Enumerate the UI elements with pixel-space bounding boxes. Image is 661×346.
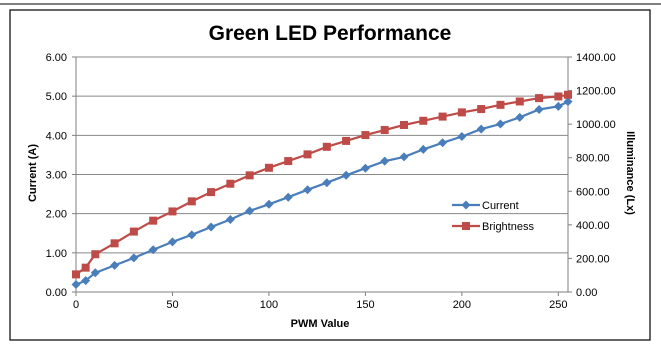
brightness-data-point [303, 150, 312, 159]
current-data-point [303, 185, 313, 195]
y-tick-label: 1.00 [46, 248, 67, 260]
current-data-point [81, 276, 91, 286]
x-tick-label: 100 [260, 299, 278, 311]
current-data-point [563, 97, 573, 107]
brightness-data-point [264, 163, 273, 172]
brightness-data-point [245, 171, 254, 180]
y2-tick-label: 800.00 [576, 153, 610, 165]
y2-tick-label: 1000.00 [576, 119, 616, 131]
axes: 0.00 1.00 2.00 3.00 4.00 5.00 6.00 0.00 200.00 40… [46, 52, 616, 311]
y-tick-label: 4.00 [46, 130, 67, 142]
current-data-point [380, 156, 390, 166]
brightness-data-point [564, 90, 572, 99]
brightness-series-line [75, 93, 569, 276]
brightness-data-point [400, 120, 408, 129]
current-data-point [515, 112, 525, 122]
brightness-data-point [129, 227, 138, 236]
brightness-data-point [81, 263, 90, 272]
current-data-point [360, 163, 370, 173]
current-data-point [399, 152, 409, 162]
current-data-point [110, 260, 120, 270]
x-tick-label: 250 [549, 299, 567, 311]
x-tick-label: 150 [356, 299, 374, 311]
current-data-point [71, 280, 81, 290]
legend: Current Brightness [452, 200, 534, 233]
x-tick-label: 50 [166, 299, 178, 311]
legend-current-label: Current [482, 200, 519, 212]
current-data-point [457, 132, 467, 142]
current-data-point [283, 192, 293, 202]
brightness-data-point [187, 197, 196, 206]
brightness-data-point [168, 207, 177, 216]
current-data-point [148, 245, 158, 255]
x-axis-title: PWM Value [291, 318, 350, 330]
current-data-point [129, 253, 139, 263]
brightness-data-point [496, 100, 505, 109]
current-data-point [553, 101, 563, 111]
x-tick-label: 200 [453, 299, 471, 311]
brightness-data-point [149, 216, 158, 225]
brightness-data-point [226, 179, 235, 188]
brightness-data-point [361, 131, 370, 140]
current-data-point [534, 104, 544, 114]
current-data-point [476, 124, 486, 134]
current-data-point [341, 170, 351, 180]
current-data-point [264, 199, 274, 209]
y2-tick-label: 400.00 [576, 220, 610, 232]
brightness-data-point [477, 105, 486, 114]
y-tick-label: 3.00 [46, 170, 67, 182]
current-data-point [438, 138, 448, 148]
brightness-data-point [380, 126, 389, 135]
x-tick-label: 0 [73, 299, 79, 311]
legend-brightness-label: Brightness [482, 221, 534, 233]
brightness-data-point [457, 108, 466, 117]
y2-tick-label: 600.00 [576, 186, 610, 198]
gridlines [76, 56, 568, 254]
current-data-point [225, 215, 235, 225]
brightness-data-point [110, 239, 119, 248]
legend-brightness-marker [462, 222, 470, 230]
series-layer [71, 90, 573, 290]
current-data-point [90, 268, 100, 278]
current-data-point [206, 222, 216, 232]
legend-current-marker [461, 200, 471, 210]
y2-tick-label: 0.00 [576, 287, 597, 299]
brightness-data-point [207, 188, 216, 197]
y-axis-title: Current (A) [27, 144, 39, 202]
current-data-point [418, 144, 428, 154]
brightness-data-point [342, 136, 351, 145]
y2-tick-label: 200.00 [576, 253, 610, 265]
y2-tick-label: 1200.00 [576, 86, 616, 98]
current-data-point [495, 119, 505, 129]
brightness-data-point [535, 94, 544, 103]
brightness-data-point [322, 142, 331, 151]
brightness-data-point [419, 116, 428, 125]
brightness-data-point [515, 97, 524, 106]
current-data-point [167, 237, 177, 247]
current-data-point [245, 206, 255, 216]
y2-tick-label: 1400.00 [576, 52, 616, 64]
brightness-data-point [91, 250, 100, 259]
brightness-data-point [554, 92, 563, 101]
brightness-data-point [72, 270, 80, 279]
y2-axis-title: Illuminance (Lx) [624, 131, 636, 215]
current-data-point [322, 178, 332, 188]
y-tick-label: 2.00 [46, 209, 67, 221]
y-tick-label: 5.00 [46, 91, 67, 103]
current-data-point [187, 230, 197, 240]
chart-title: Green LED Performance [209, 22, 452, 45]
y-tick-label: 0.00 [46, 287, 67, 299]
current-series-line [75, 100, 569, 286]
brightness-data-point [438, 112, 447, 121]
brightness-data-point [284, 157, 293, 166]
y-tick-label: 6.00 [46, 52, 67, 64]
